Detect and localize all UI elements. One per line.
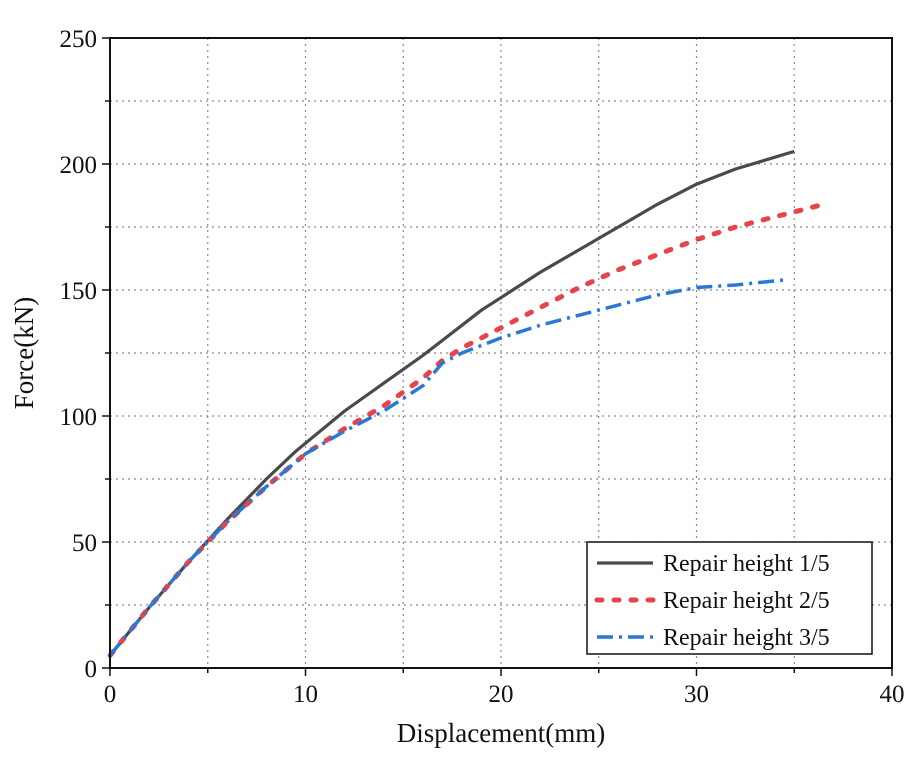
legend-label-2: Repair height 2/5 <box>663 588 830 614</box>
y-tick-label: 50 <box>72 530 97 557</box>
legend: Repair height 1/5 Repair height 2/5 Repair… <box>586 541 873 655</box>
ticks: 0 10 20 30 40 0 50 100 150 200 250 <box>60 26 905 708</box>
y-tick-label: 200 <box>60 152 98 179</box>
x-tick-label: 0 <box>104 681 117 708</box>
y-tick-label: 150 <box>60 278 98 305</box>
x-tick-label: 10 <box>293 681 318 708</box>
x-axis-label: Displacement(mm) <box>397 718 605 748</box>
series-layer <box>107 149 827 658</box>
legend-label-3: Repair height 3/5 <box>663 625 830 651</box>
series-line-3 <box>108 278 785 657</box>
y-axis-label: Force(kN) <box>9 297 39 409</box>
series-line-1 <box>108 149 795 657</box>
y-tick-label: 0 <box>85 656 98 683</box>
grid <box>110 38 892 668</box>
x-tick-label: 30 <box>684 681 709 708</box>
y-tick-label: 250 <box>60 26 98 53</box>
x-tick-label: 40 <box>880 681 905 708</box>
y-tick-label: 100 <box>60 404 98 431</box>
legend-label-1: Repair height 1/5 <box>663 551 830 577</box>
x-tick-label: 20 <box>489 681 514 708</box>
